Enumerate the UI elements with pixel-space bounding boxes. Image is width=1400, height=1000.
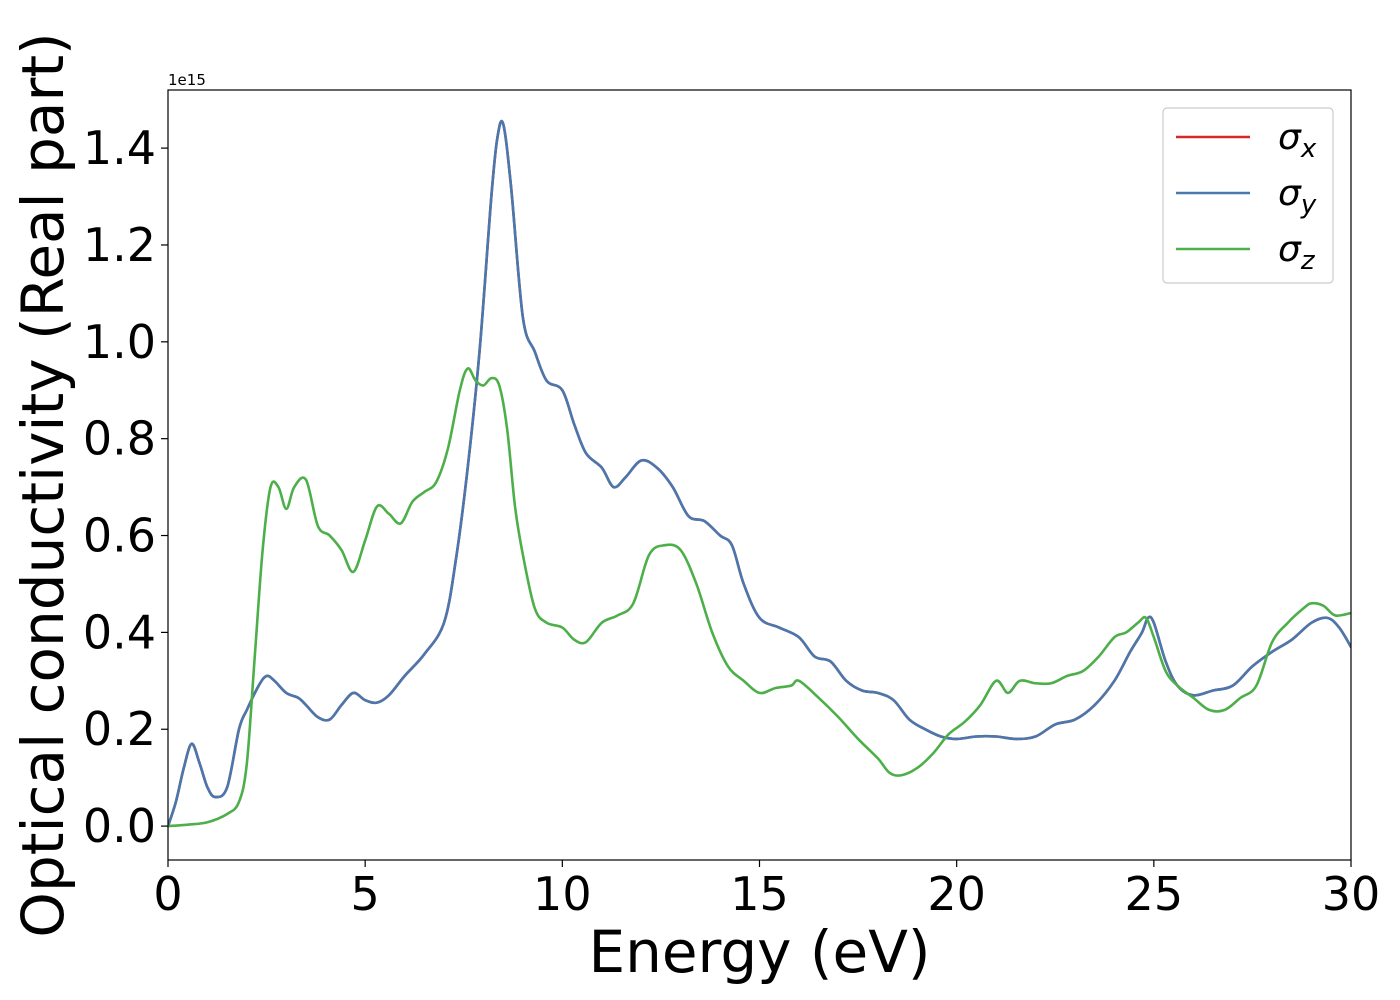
legend: σx σy σz [1162, 107, 1334, 284]
y-tick-label: 1.4 [83, 121, 156, 175]
series-line-z [168, 367, 1351, 828]
y-tick-label: 1.2 [83, 218, 156, 272]
y-tick-label: 0.4 [83, 605, 156, 659]
y-axis-offset-label: 1e15 [168, 71, 206, 89]
legend-box [1162, 107, 1334, 284]
x-tick-label: 0 [153, 867, 182, 921]
series-line-y [168, 119, 1351, 828]
legend-label-y: σy [1278, 173, 1317, 220]
x-axis-title: Energy (eV) [588, 918, 930, 986]
x-tick-label: 5 [351, 867, 380, 921]
y-tick-label: 0.0 [83, 799, 156, 853]
y-tick-label: 0.6 [83, 509, 156, 563]
series-layer [168, 119, 1351, 828]
y-tick-label: 0.2 [83, 702, 156, 756]
legend-label-z: σz [1278, 229, 1316, 276]
y-axis-ticks: 0.0 0.2 0.4 0.6 0.8 1.0 1.2 1.4 [83, 121, 168, 853]
y-axis-title: Optical conductivity (Real part) [9, 32, 77, 937]
y-tick-label: 1.0 [83, 315, 156, 369]
x-tick-label: 25 [1125, 867, 1184, 921]
legend-label-x: σx [1278, 117, 1317, 164]
x-tick-label: 10 [533, 867, 592, 921]
x-tick-label: 30 [1322, 867, 1381, 921]
x-axis-ticks: 0 5 10 15 20 25 30 [153, 860, 1380, 921]
x-tick-label: 15 [730, 867, 789, 921]
y-tick-label: 0.8 [83, 412, 156, 466]
x-tick-label: 20 [927, 867, 986, 921]
